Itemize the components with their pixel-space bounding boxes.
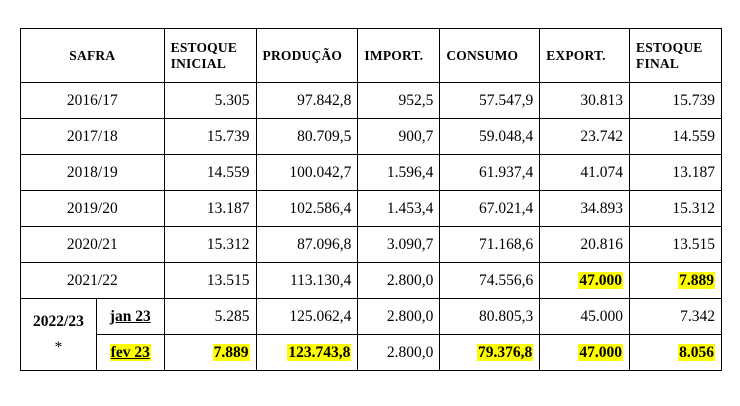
cell-consumo: 80.805,3 (439, 298, 541, 335)
cell-export: 30.813 (539, 82, 631, 119)
cell-import: 2.800,0 (357, 262, 441, 299)
cell-safra: 2018/19 (20, 154, 165, 191)
cell-import: 2.800,0 (357, 334, 441, 371)
cell-consumo: 57.547,9 (439, 82, 541, 119)
cell-import: 1.453,4 (357, 190, 441, 227)
cell-import: 3.090,7 (357, 226, 441, 263)
table-row: 2017/18 15.739 80.709,5 900,7 59.048,4 2… (20, 118, 722, 155)
highlighted-value: 7.889 (678, 271, 715, 289)
cell-producao: 123.743,8 (255, 334, 359, 371)
header-import: IMPORT. (357, 28, 441, 83)
cell-producao: 87.096,8 (255, 226, 359, 263)
cell-safra: 2019/20 (20, 190, 165, 227)
cell-safra: 2016/17 (20, 82, 165, 119)
header-row: SAFRA ESTOQUE INICIAL PRODUÇÃO IMPORT. C… (20, 28, 722, 83)
cell-import: 2.800,0 (357, 298, 441, 335)
header-estoque-inicial-line1: ESTOQUE (170, 39, 238, 55)
supply-demand-table: SAFRA ESTOQUE INICIAL PRODUÇÃO IMPORT. C… (20, 28, 722, 371)
sub-period-label: fev 23 (109, 343, 151, 361)
highlighted-value: 79.376,8 (476, 343, 534, 361)
cell-estoque-final: 15.312 (629, 190, 722, 227)
cell-consumo: 71.168,6 (439, 226, 541, 263)
cell-producao: 97.842,8 (255, 82, 359, 119)
cell-sub-period: fev 23 (95, 334, 165, 371)
group-label: 2022/23 (33, 312, 84, 330)
cell-import: 952,5 (357, 82, 441, 119)
cell-estoque-final: 15.739 (629, 82, 722, 119)
highlighted-value: 7.889 (212, 343, 250, 361)
cell-estoque-inicial: 15.739 (163, 118, 257, 155)
cell-estoque-final: 13.187 (629, 154, 722, 191)
cell-estoque-inicial: 15.312 (163, 226, 257, 263)
cell-sub-period: jan 23 (95, 298, 165, 335)
cell-producao: 102.586,4 (255, 190, 359, 227)
cell-producao: 113.130,4 (255, 262, 359, 299)
header-estoque-inicial-line2: INICIAL (170, 55, 227, 71)
cell-producao: 100.042,7 (255, 154, 359, 191)
header-consumo: CONSUMO (439, 28, 541, 83)
cell-estoque-inicial: 13.187 (163, 190, 257, 227)
cell-export: 23.742 (539, 118, 631, 155)
cell-producao: 125.062,4 (255, 298, 359, 335)
cell-export: 47.000 (539, 262, 631, 299)
highlighted-value: 123.743,8 (287, 343, 352, 361)
cell-estoque-inicial: 7.889 (163, 334, 257, 371)
cell-safra: 2021/22 (20, 262, 165, 299)
cell-estoque-inicial: 14.559 (163, 154, 257, 191)
cell-consumo: 74.556,6 (439, 262, 541, 299)
cell-safra: 2017/18 (20, 118, 165, 155)
highlighted-value: 8.056 (678, 343, 715, 361)
highlighted-value: 47.000 (578, 271, 624, 289)
cell-import: 900,7 (357, 118, 441, 155)
table-row: 2019/20 13.187 102.586,4 1.453,4 67.021,… (20, 190, 722, 227)
cell-estoque-inicial: 5.285 (163, 298, 257, 335)
cell-import: 1.596,4 (357, 154, 441, 191)
cell-export: 47.000 (539, 334, 631, 371)
header-export: EXPORT. (539, 28, 631, 83)
table-row: 2018/19 14.559 100.042,7 1.596,4 61.937,… (20, 154, 722, 191)
cell-estoque-final: 13.515 (629, 226, 722, 263)
cell-producao: 80.709,5 (255, 118, 359, 155)
cell-estoque-final: 7.342 (629, 298, 722, 335)
cell-export: 45.000 (539, 298, 631, 335)
header-estoque-inicial: ESTOQUE INICIAL (163, 28, 257, 83)
header-safra: SAFRA (20, 28, 165, 83)
cell-estoque-final: 8.056 (629, 334, 722, 371)
table-row: 2020/21 15.312 87.096,8 3.090,7 71.168,6… (20, 226, 722, 263)
cell-estoque-inicial: 5.305 (163, 82, 257, 119)
cell-safra: 2020/21 (20, 226, 165, 263)
highlighted-value: 47.000 (578, 343, 624, 361)
header-estoque-final-line1: ESTOQUE (636, 39, 703, 55)
cell-estoque-inicial: 13.515 (163, 262, 257, 299)
group-label-cell: 2022/23 * (20, 298, 97, 371)
cell-consumo: 79.376,8 (439, 334, 541, 371)
table-row: fev 23 7.889 123.743,8 2.800,0 79.376,8 … (21, 334, 722, 371)
cell-estoque-final: 14.559 (629, 118, 722, 155)
header-estoque-final: ESTOQUE FINAL (629, 28, 722, 83)
cell-consumo: 61.937,4 (439, 154, 541, 191)
group-note: * (54, 338, 63, 356)
sub-period-label: jan 23 (109, 307, 151, 325)
cell-export: 41.074 (539, 154, 631, 191)
table-row: 2016/17 5.305 97.842,8 952,5 57.547,9 30… (20, 82, 722, 119)
cell-consumo: 67.021,4 (439, 190, 541, 227)
cell-consumo: 59.048,4 (439, 118, 541, 155)
cell-export: 20.816 (539, 226, 631, 263)
header-estoque-final-line2: FINAL (636, 55, 680, 71)
table-row: 2021/22 13.515 113.130,4 2.800,0 74.556,… (20, 262, 722, 299)
table-row: 2022/23 * jan 23 5.285 125.062,4 2.800,0… (20, 298, 722, 371)
cell-export: 34.893 (539, 190, 631, 227)
cell-estoque-final: 7.889 (629, 262, 722, 299)
header-producao: PRODUÇÃO (255, 28, 359, 83)
